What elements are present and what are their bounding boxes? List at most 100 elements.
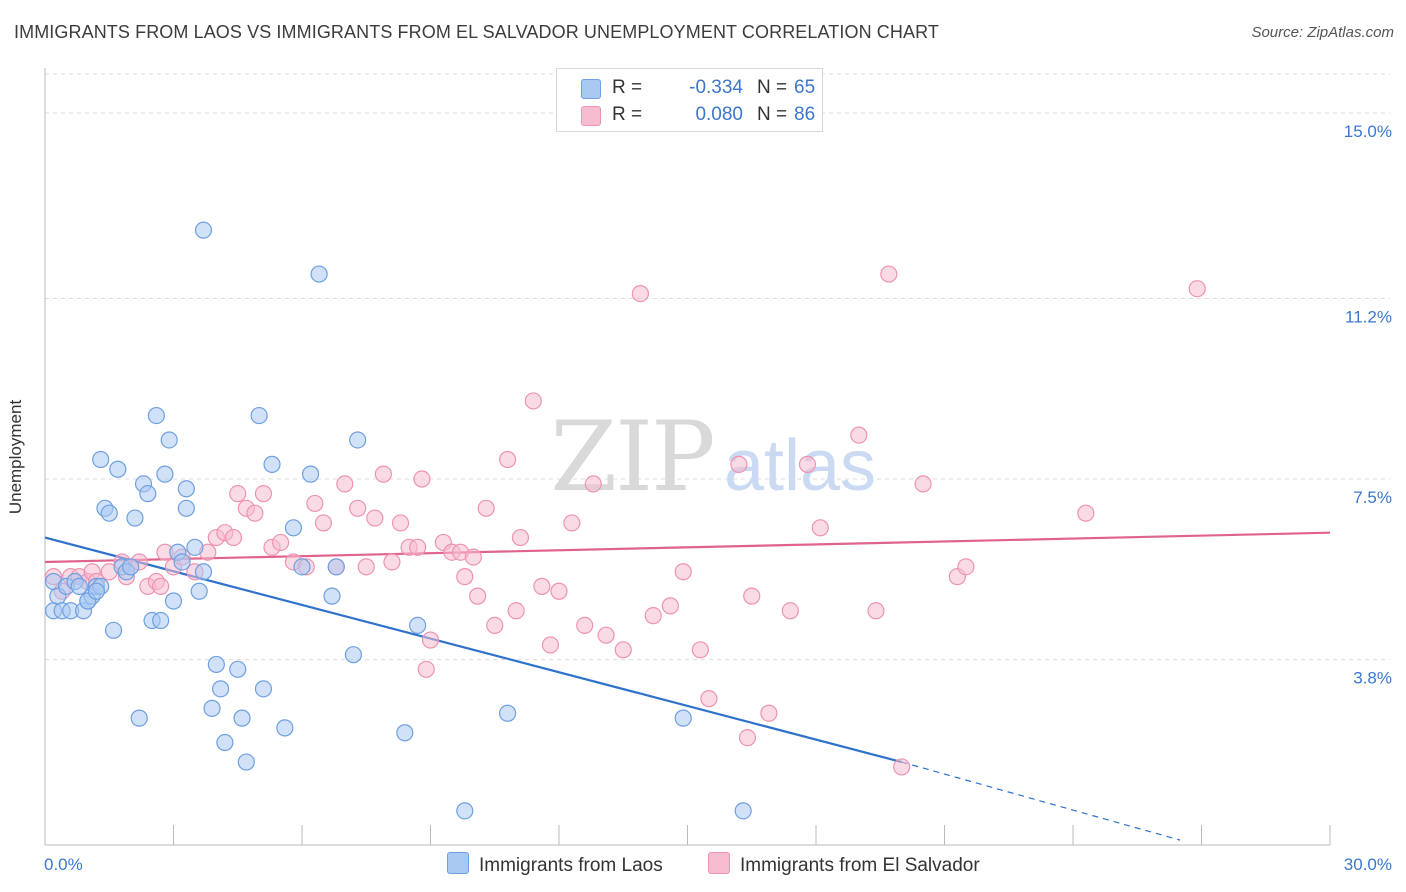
laos-point	[396, 724, 414, 742]
el-salvador-point	[644, 607, 662, 625]
el-salvador-point	[409, 538, 427, 556]
el-salvador-point	[229, 485, 247, 503]
el-salvador-point	[486, 616, 504, 635]
el-salvador-point	[349, 499, 367, 517]
el-salvador-point	[391, 514, 410, 532]
laos-point	[301, 465, 320, 483]
y-tick-label: 15.0%	[1344, 122, 1392, 141]
laos-point	[203, 699, 221, 717]
laos-point	[147, 406, 165, 425]
laos-point	[284, 519, 303, 537]
laos-point	[164, 592, 183, 610]
laos-point	[409, 616, 427, 635]
x-tick-label-last: 30.0%	[1344, 855, 1392, 874]
laos-point	[186, 538, 204, 556]
el-salvador-point	[811, 519, 829, 537]
el-salvador-point	[597, 626, 615, 644]
r-label: R =	[612, 104, 643, 125]
laos-point	[263, 455, 281, 473]
laos-point	[233, 709, 251, 727]
axes	[44, 68, 1331, 846]
el-salvador-point	[357, 558, 375, 576]
el-salvador-point	[550, 582, 568, 600]
grid-lines	[45, 73, 1390, 661]
el-salvador-legend-swatch	[708, 852, 730, 874]
y-tick-label: 11.2%	[1345, 307, 1392, 326]
el-salvador-point	[563, 514, 581, 532]
watermark: ZIP atlas	[550, 401, 876, 513]
n-label: N =	[757, 77, 788, 98]
el-salvador-point	[738, 729, 757, 747]
laos-point	[254, 680, 273, 698]
el-salvador-point	[469, 587, 487, 605]
laos-point	[349, 431, 367, 449]
laos-point	[499, 704, 517, 722]
el-salvador-point	[306, 494, 324, 513]
el-salvador-point	[254, 485, 273, 503]
laos-legend-swatch	[447, 852, 469, 874]
laos-point	[734, 802, 752, 820]
el-salvador-point	[614, 641, 632, 659]
el-salvador-point	[1077, 504, 1095, 522]
laos-point	[87, 582, 106, 600]
el-salvador-point	[730, 455, 748, 473]
laos-point	[109, 460, 127, 478]
laos-point	[104, 621, 123, 639]
el-salvador-point	[691, 641, 709, 659]
laos-point	[100, 504, 118, 522]
el-salvador-point	[336, 475, 354, 493]
laos-point	[237, 753, 255, 771]
el-salvador-point	[880, 265, 898, 283]
laos-point	[344, 646, 362, 664]
r-label: R =	[612, 77, 643, 98]
el-salvador-point	[957, 558, 975, 576]
el-salvador-point	[743, 587, 761, 605]
el-salvador-point	[1188, 280, 1206, 298]
el-salvador-point	[914, 475, 932, 493]
n-label: N =	[757, 104, 788, 125]
el-salvador-point	[152, 577, 170, 595]
el-salvador-point	[314, 514, 333, 532]
el-salvador-point	[524, 392, 542, 410]
source-label: Source: ZipAtlas.com	[1251, 24, 1394, 41]
el-salvador-point	[383, 553, 401, 571]
el-salvador-point	[271, 533, 290, 552]
laos-point	[130, 709, 148, 727]
y-tick-label: 7.5%	[1353, 488, 1392, 507]
laos-point	[139, 485, 157, 503]
el-salvador-point	[867, 602, 885, 620]
el-salvador-point	[541, 636, 560, 654]
y-tick-label: 3.8%	[1353, 669, 1392, 688]
el-salvador-point	[511, 528, 530, 547]
el-salvador-point	[798, 455, 817, 473]
laos-point	[310, 265, 328, 283]
el-salvador-point	[374, 465, 392, 483]
el-salvador-trend-line	[44, 531, 1331, 564]
el-salvador-point	[850, 426, 868, 444]
laos-point	[70, 577, 88, 595]
el-salvador-point	[413, 470, 431, 488]
laos-point	[456, 802, 474, 820]
r-value: -0.334	[689, 77, 743, 98]
n-value: 65	[794, 77, 816, 98]
laos-point	[194, 221, 213, 239]
el-salvador-point	[456, 568, 474, 586]
legend-item-laos: Immigrants from Laos	[447, 852, 663, 877]
data-points	[44, 221, 1206, 820]
el-salvador-point	[464, 548, 482, 566]
r-value: 0.080	[695, 104, 743, 125]
legend-item-el-salvador: Immigrants from El Salvador	[708, 852, 980, 877]
laos-trend-extension	[901, 761, 1181, 841]
laos-point	[122, 558, 140, 576]
laos-legend-label: Immigrants from Laos	[479, 855, 663, 876]
el-salvador-point	[366, 509, 384, 527]
el-salvador-point	[781, 602, 799, 620]
n-value: 86	[794, 104, 816, 125]
el-salvador-point	[893, 758, 911, 776]
el-salvador-point	[477, 499, 495, 517]
laos-point	[156, 465, 174, 483]
el-salvador-point	[576, 616, 594, 635]
y-axis-label: Unemployment	[6, 399, 25, 515]
x-tick-label-first: 0.0%	[44, 855, 83, 874]
